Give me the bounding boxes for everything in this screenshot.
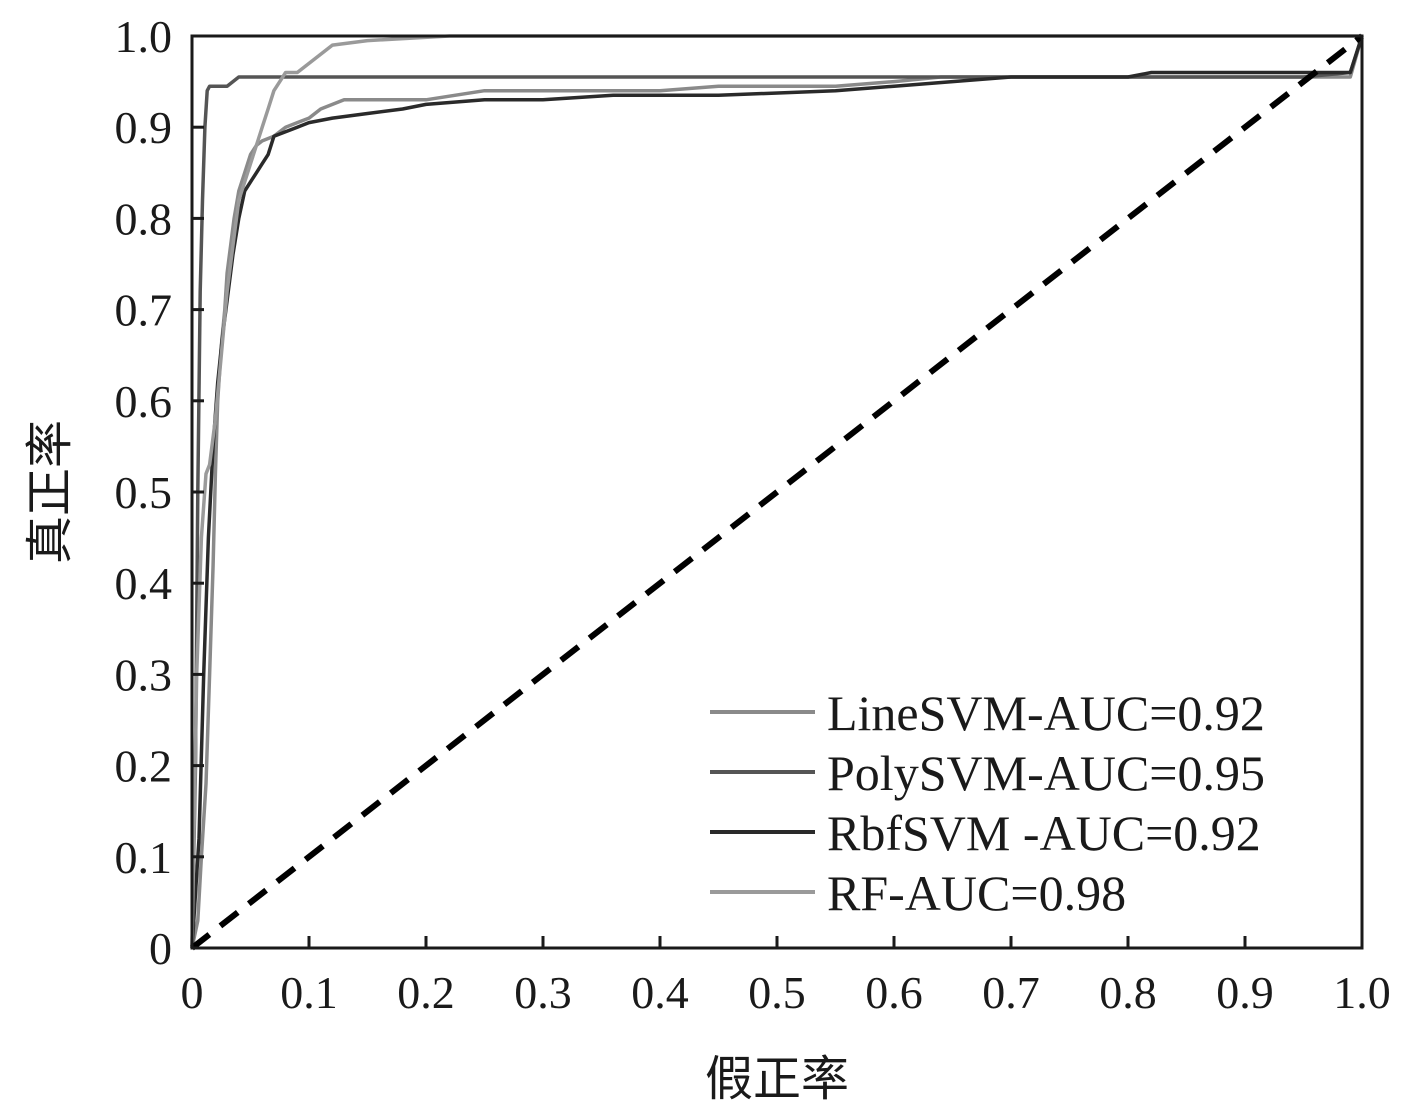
axis-ticks: 0 0.1 0.2 0.3 0.4 0.5 0.6 0.7 0.8 0.9 1.0 0 0.1 0.2 0.… (115, 11, 1391, 1018)
series-line-0 (190, 35, 1364, 949)
y-tick-label: 0.6 (115, 376, 173, 427)
y-tick-label: 0.3 (115, 649, 173, 700)
y-tick-label: 0.8 (115, 193, 173, 244)
y-tick-label: 0 (149, 923, 172, 974)
x-axis-title: 假正率 (705, 1051, 849, 1107)
x-tick-label: 0.1 (280, 967, 338, 1018)
x-tick-label: 0.7 (982, 967, 1040, 1018)
y-tick-label: 0.1 (115, 832, 173, 883)
y-tick-label: 0.5 (115, 467, 173, 518)
diagonal-reference-line (190, 33, 1364, 951)
series-line-1 (190, 35, 1364, 949)
x-tick-label: 0.2 (397, 967, 455, 1018)
legend-label: LineSVM-AUC=0.92 (827, 685, 1265, 741)
x-tick-label: 1.0 (1333, 967, 1391, 1018)
x-tick-label: 0.3 (514, 967, 572, 1018)
y-tick-label: 0.9 (115, 102, 173, 153)
legend-label: RbfSVM -AUC=0.92 (827, 805, 1261, 861)
y-tick-label: 0.4 (115, 558, 173, 609)
y-tick-label: 0.2 (115, 741, 173, 792)
x-tick-label: 0.4 (631, 967, 689, 1018)
y-tick-label: 1.0 (115, 11, 173, 62)
x-tick-label: 0 (181, 967, 204, 1018)
x-tick-label: 0.6 (865, 967, 923, 1018)
y-tick-label: 0.7 (115, 285, 173, 336)
x-tick-label: 0.5 (748, 967, 806, 1018)
x-tick-label: 0.9 (1216, 967, 1274, 1018)
legend-label: RF-AUC=0.98 (827, 865, 1126, 921)
legend-label: PolySVM-AUC=0.95 (827, 745, 1265, 801)
x-tick-label: 0.8 (1099, 967, 1157, 1018)
y-axis-title: 真正率 (22, 420, 78, 564)
